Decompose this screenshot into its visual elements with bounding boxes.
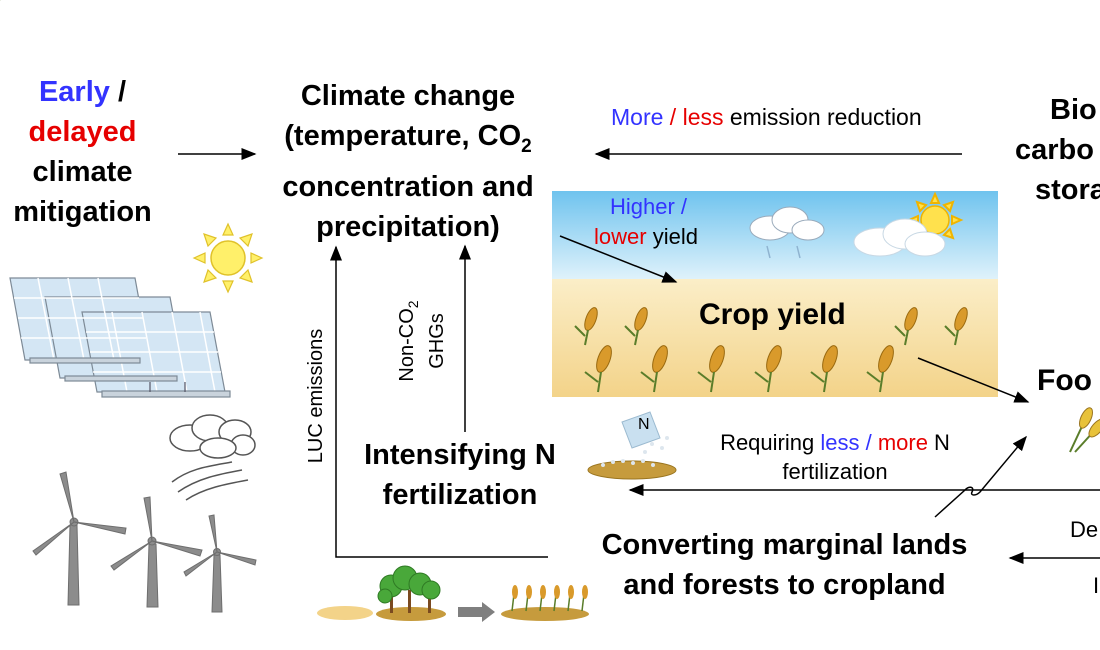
requiring-less: less: [820, 430, 860, 455]
climate-change-line2: (temperature, CO2: [258, 116, 558, 167]
luc-emissions-label: LUC emissions: [305, 328, 327, 464]
bio-line1: Bio: [1050, 94, 1097, 126]
mitigation-line1: Early /: [0, 72, 165, 112]
lower-yield-line: lower yield: [590, 222, 720, 252]
mitigation-label: mitigation: [13, 196, 152, 228]
cloud-icon: [853, 218, 946, 257]
requiring-prefix: Requiring: [720, 430, 821, 455]
climate-change-block: Climate change (temperature, CO2 concent…: [258, 76, 558, 247]
bio-line3: stora: [1035, 174, 1100, 206]
delayed-label: delayed: [28, 116, 137, 148]
yield-word: yield: [646, 224, 698, 249]
bio-line2: carbo: [1015, 134, 1094, 166]
climate-change-line2-text: (temperature, CO: [284, 120, 522, 152]
crop-yield-label: Crop yield: [699, 298, 846, 331]
intensifying-block: Intensifying N fertilization: [345, 435, 575, 515]
mitigation-block: Early / delayed climate mitigation: [0, 72, 165, 232]
wind-turbines-icon: [32, 471, 257, 613]
arrow-crop-to-food: [917, 357, 1030, 403]
converting-line2: and forests to cropland: [623, 569, 946, 601]
climate-change-title: Climate change: [300, 80, 516, 112]
wheat-heads: [584, 307, 968, 373]
wind-lines-icon: [171, 461, 249, 501]
intensifying-line1: Intensifying N: [364, 439, 556, 471]
solar-panels-icon: [9, 277, 231, 398]
food-label: Foo: [1037, 364, 1092, 397]
converting-block: Converting marginal lands and forests to…: [572, 525, 997, 605]
bio-storage-block: Bio carbo stora: [1015, 90, 1100, 210]
converting-line1: Converting marginal lands: [601, 529, 968, 561]
slash-label: /: [117, 76, 127, 108]
soil-panel: [552, 279, 998, 397]
sun-left-icon: [192, 222, 264, 294]
lower-label: lower: [594, 224, 647, 249]
fertilizer-icon: [587, 411, 677, 480]
fertilizer-bag-label: N: [638, 416, 650, 433]
rain-cloud-icon: [749, 206, 825, 259]
non-co2-label: Non-CO2 GHGs: [395, 281, 448, 401]
wind-cloud-icon: [169, 414, 256, 459]
yield-label: Higher / lower yield: [590, 192, 720, 252]
food-wheat-icon: [1069, 407, 1100, 453]
land-conversion-icon: [317, 565, 589, 622]
emission-reduction-rest: emission reduction: [723, 104, 922, 130]
arrow-converting-to-food: [934, 435, 1027, 518]
right-edge-l: I: [1093, 573, 1100, 598]
non-co2-text: Non-CO: [396, 308, 418, 382]
arrow-yield: [559, 235, 678, 283]
climate-change-line4: precipitation): [316, 210, 500, 243]
climate-label: climate: [32, 156, 133, 188]
requiring-line1: Requiring less / more N: [700, 428, 970, 457]
early-label: Early: [38, 76, 110, 108]
right-edge-de: De: [1070, 517, 1099, 542]
arrow-luc: [330, 245, 548, 558]
requiring-suffix: N: [927, 430, 950, 455]
requiring-label: Requiring less / more N fertilization: [700, 428, 970, 486]
emission-slash: /: [663, 104, 683, 130]
requiring-more: more: [877, 430, 928, 455]
requiring-slash: /: [859, 430, 878, 455]
intensifying-line2: fertilization: [382, 479, 538, 511]
co2-subscript: 2: [521, 135, 532, 157]
requiring-line2: fertilization: [782, 459, 888, 484]
ghgs-line: GHGs: [426, 313, 448, 369]
non-co2-line1: Non-CO2: [395, 281, 425, 401]
less-label: less: [682, 104, 724, 130]
higher-label: Higher /: [610, 194, 688, 219]
more-label: More: [611, 104, 664, 130]
climate-change-line3: concentration and: [282, 170, 534, 203]
emission-reduction-label: More / less emission reduction: [611, 104, 922, 131]
non-co2-subscript: 2: [405, 300, 421, 309]
